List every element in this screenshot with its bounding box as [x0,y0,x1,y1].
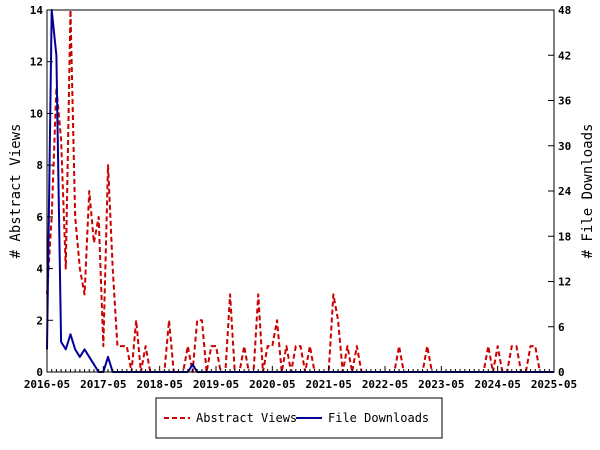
x-tick-label: 2020-05 [249,378,295,391]
x-tick-label: 2016-05 [24,378,70,391]
y2-tick-label: 48 [558,4,571,17]
y-axis-title: # Abstract Views [8,124,24,259]
x-tick-label: 2023-05 [418,378,464,391]
x-tick-label: 2017-05 [80,378,126,391]
y-tick-label: 2 [36,314,43,327]
y-tick-label: 8 [36,159,43,172]
y-tick-label: 14 [30,4,44,17]
series-line-abstract-views [46,9,554,373]
y2-tick-label: 36 [558,95,572,108]
x-tick-label: 2018-05 [136,378,182,391]
x-tick-label: 2021-05 [305,378,351,391]
y2-tick-label: 24 [558,185,572,198]
y-tick-label: 12 [30,56,43,69]
y-axis-left: 0 2 4 6 8 10 12 14 [30,4,53,379]
y2-tick-label: 12 [558,276,571,289]
y2-tick-label: 42 [558,49,571,62]
y-tick-label: 4 [36,263,43,276]
y-tick-label: 0 [36,366,43,379]
y2-axis-title: # File Downloads [580,124,596,259]
legend: Abstract Views File Downloads [155,397,443,439]
y-tick-label: 6 [36,211,43,224]
y2-tick-label: 6 [558,321,565,334]
y2-tick-label: 0 [558,366,565,379]
y-tick-label: 10 [30,107,43,120]
series-lines [46,9,554,373]
y2-tick-label: 18 [558,230,571,243]
y2-tick-label: 30 [558,140,571,153]
series-line-file-downloads [46,9,554,373]
x-tick-label: 2025-05 [531,378,577,391]
plot-frame [46,9,555,373]
legend-label-file-downloads: File Downloads [328,411,429,425]
legend-label-abstract-views: Abstract Views [196,411,297,425]
x-tick-label: 2019-05 [193,378,239,391]
x-tick-label: 2022-05 [362,378,408,391]
x-tick-label: 2024-05 [474,378,520,391]
y-axis-right: 0 6 12 18 24 30 36 42 48 [548,4,572,379]
x-axis: 2016-05 2017-05 2018-05 2019-05 2020-05 2021-… [24,366,577,391]
